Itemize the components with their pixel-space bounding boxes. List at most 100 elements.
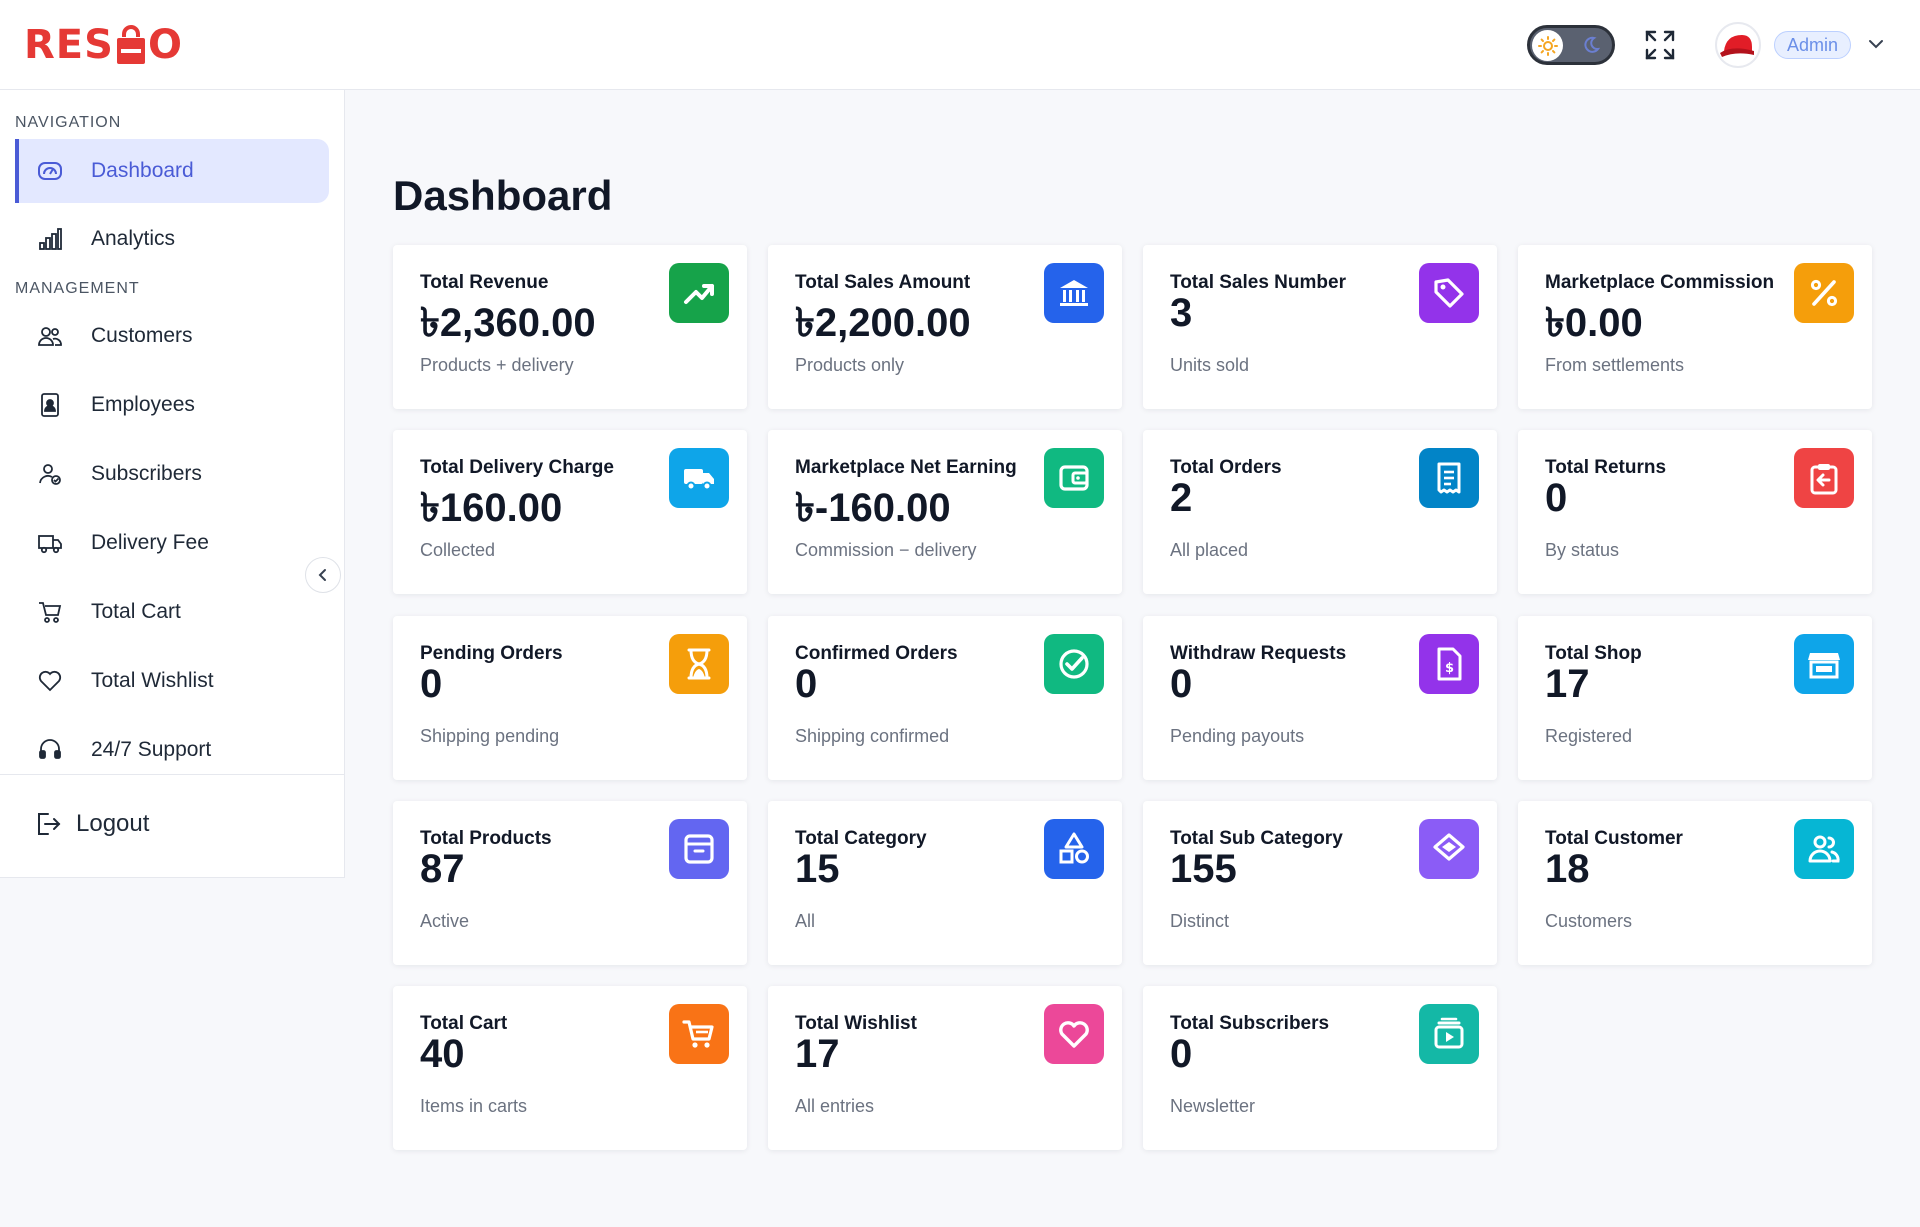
- stat-card-value: ৳2,200.00: [795, 301, 971, 345]
- stat-card-total-customer[interactable]: Total Customer 18 Customers: [1518, 801, 1872, 965]
- stat-card-value: 17: [795, 1032, 840, 1076]
- stat-card-value: 87: [420, 847, 465, 891]
- stat-card-subtitle: Newsletter: [1170, 1096, 1256, 1116]
- user-role-badge[interactable]: Admin: [1774, 31, 1852, 59]
- stat-card-total-products[interactable]: Total Products 87 Active: [393, 801, 747, 965]
- stat-card-total-cart[interactable]: Total Cart 40 Items in carts: [393, 986, 747, 1150]
- subscribers-icon: [37, 461, 63, 487]
- sidebar-item-dashboard[interactable]: Dashboard: [15, 139, 329, 203]
- top-header: RES O: [0, 0, 1920, 90]
- stat-card-value: 2: [1170, 476, 1193, 520]
- sidebar-item-label: Dashboard: [91, 159, 194, 182]
- stat-card-confirmed-orders[interactable]: Confirmed Orders 0 Shipping confirmed: [768, 616, 1122, 780]
- stat-card-total-sales-amount[interactable]: Total Sales Amount ৳2,200.00 Products only: [768, 245, 1122, 409]
- brand-name-right: O: [147, 22, 183, 68]
- stat-card-marketplace-commission[interactable]: Marketplace Commission ৳0.00 From settleme…: [1518, 245, 1872, 409]
- customers-icon: [37, 323, 63, 349]
- stat-card-title: Total Sub Category: [1170, 828, 1343, 849]
- stat-card-pending-orders[interactable]: Pending Orders 0 Shipping pending: [393, 616, 747, 780]
- percent-icon: [1794, 263, 1854, 323]
- stat-card-value: 40: [420, 1032, 465, 1076]
- sidebar-divider: [0, 774, 344, 775]
- heart-icon: [37, 668, 63, 694]
- stat-card-title: Total Orders: [1170, 457, 1282, 478]
- users-icon: [1794, 819, 1854, 879]
- bank-icon: [1044, 263, 1104, 323]
- stat-card-subtitle: Pending payouts: [1170, 726, 1305, 746]
- sidebar-item-label: Delivery Fee: [91, 531, 209, 554]
- store-icon: [1794, 634, 1854, 694]
- stat-card-subtitle: All entries: [795, 1096, 875, 1116]
- sidebar-item-delivery-fee[interactable]: Delivery Fee: [15, 511, 329, 575]
- wallet-icon: [1044, 448, 1104, 508]
- stat-card-title: Total Subscribers: [1170, 1013, 1330, 1034]
- sidebar-item-label: Analytics: [91, 227, 176, 250]
- stat-card-subtitle: Items in carts: [420, 1096, 528, 1116]
- sidebar-item-customers[interactable]: Customers: [15, 304, 329, 368]
- headset-icon: [37, 737, 63, 763]
- stat-card-value: 0: [1170, 662, 1193, 706]
- avatar[interactable]: [1715, 22, 1761, 68]
- stat-card-total-delivery-charge[interactable]: Total Delivery Charge ৳160.00 Collected: [393, 430, 747, 594]
- stat-card-total-category[interactable]: Total Category 15 All: [768, 801, 1122, 965]
- stat-card-title: Total Products: [420, 828, 552, 849]
- stat-card-value: 155: [1170, 847, 1237, 891]
- stat-card-title: Total Shop: [1545, 643, 1642, 664]
- hourglass-icon: [669, 634, 729, 694]
- dashboard-icon: [37, 158, 63, 184]
- stat-card-marketplace-net-earning[interactable]: Marketplace Net Earning ৳-160.00 Commissio…: [768, 430, 1122, 594]
- stat-card-title: Total Sales Number: [1170, 272, 1346, 293]
- sidebar-item-employees[interactable]: Employees: [15, 373, 329, 437]
- chevron-left-icon: [318, 569, 326, 581]
- invoice-icon: $: [1419, 634, 1479, 694]
- sidebar-item-total-cart[interactable]: Total Cart: [15, 580, 329, 644]
- brand-name-left: RES: [24, 22, 114, 68]
- stat-card-value: 15: [795, 847, 840, 891]
- stat-card-total-sub-category[interactable]: Total Sub Category 155 Distinct: [1143, 801, 1497, 965]
- sidebar-collapse-button[interactable]: [305, 557, 341, 593]
- moon-icon: [1582, 36, 1601, 59]
- logout-button[interactable]: Logout: [34, 810, 149, 838]
- sidebar-item-analytics[interactable]: Analytics: [15, 207, 329, 271]
- stat-card-title: Total Cart: [420, 1013, 508, 1034]
- stat-card-value: 0: [795, 662, 818, 706]
- check-circle-icon: [1044, 634, 1104, 694]
- stat-card-value: 18: [1545, 847, 1590, 891]
- stat-card-total-orders[interactable]: Total Orders 2 All placed: [1143, 430, 1497, 594]
- sun-icon: [1532, 30, 1563, 61]
- stat-card-subtitle: All: [795, 911, 816, 931]
- stat-card-value: ৳160.00: [420, 486, 563, 530]
- sidebar-item-label: Total Wishlist: [91, 669, 214, 692]
- stat-card-total-wishlist[interactable]: Total Wishlist 17 All entries: [768, 986, 1122, 1150]
- tag-icon: [1419, 263, 1479, 323]
- stat-card-total-shop[interactable]: Total Shop 17 Registered: [1518, 616, 1872, 780]
- stat-card-value: 17: [1545, 662, 1590, 706]
- svg-text:$: $: [1445, 661, 1454, 676]
- trending-up-icon: [669, 263, 729, 323]
- stat-card-title: Total Wishlist: [795, 1013, 917, 1034]
- sidebar-item-subscribers[interactable]: Subscribers: [15, 442, 329, 506]
- stat-card-withdraw-requests[interactable]: Withdraw Requests 0 Pending payouts $: [1143, 616, 1497, 780]
- stat-card-title: Total Sales Amount: [795, 272, 971, 293]
- stat-card-subtitle: Shipping confirmed: [795, 726, 950, 746]
- stat-card-total-revenue[interactable]: Total Revenue ৳2,360.00 Products + deliver…: [393, 245, 747, 409]
- chevron-down-icon[interactable]: [1867, 35, 1885, 58]
- brand-logo[interactable]: RES O: [24, 22, 183, 68]
- theme-toggle[interactable]: [1527, 25, 1615, 65]
- return-icon: [1794, 448, 1854, 508]
- stat-card-subtitle: Units sold: [1170, 355, 1250, 375]
- stat-card-total-subscribers[interactable]: Total Subscribers 0 Newsletter: [1143, 986, 1497, 1150]
- stat-card-subtitle: By status: [1545, 540, 1620, 560]
- stat-card-title: Total Customer: [1545, 828, 1683, 849]
- stat-card-subtitle: Distinct: [1170, 911, 1230, 931]
- delivery-truck-icon: [37, 530, 63, 556]
- sidebar: NAVIGATION Dashboard Analytics MANAGEMEN…: [0, 90, 345, 878]
- sidebar-item-total-wishlist[interactable]: Total Wishlist: [15, 649, 329, 713]
- stat-card-total-sales-number[interactable]: Total Sales Number 3 Units sold: [1143, 245, 1497, 409]
- stat-card-total-returns[interactable]: Total Returns 0 By status: [1518, 430, 1872, 594]
- sidebar-item-support[interactable]: 24/7 Support: [15, 718, 329, 782]
- sidebar-item-label: 24/7 Support: [91, 738, 212, 761]
- stat-card-title: Withdraw Requests: [1170, 643, 1347, 664]
- fullscreen-icon[interactable]: [1643, 28, 1677, 62]
- layers-icon: [1419, 819, 1479, 879]
